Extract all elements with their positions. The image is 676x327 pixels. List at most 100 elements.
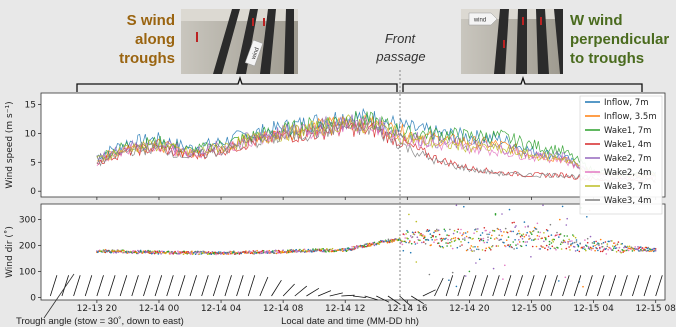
- dir-point: [653, 250, 655, 253]
- dir-point: [559, 233, 562, 235]
- dir-point: [457, 237, 460, 240]
- dir-point: [421, 241, 423, 244]
- dir-point: [471, 250, 474, 252]
- dir-point: [415, 261, 418, 263]
- dir-point: [325, 251, 327, 253]
- trough-angle-glyph: [492, 275, 500, 297]
- dir-point: [123, 249, 125, 252]
- dir-point: [448, 234, 450, 237]
- dir-point: [444, 230, 447, 232]
- dir-point: [499, 229, 502, 231]
- trough-angle-glyph: [632, 275, 640, 297]
- dir-point: [552, 241, 554, 243]
- dir-point: [543, 232, 545, 234]
- dir-point: [369, 242, 371, 245]
- trough-angle-glyph: [49, 275, 58, 297]
- brace-left: [76, 75, 398, 92]
- dir-point: [606, 245, 609, 248]
- dir-point: [586, 216, 588, 218]
- dir-point: [561, 205, 564, 208]
- dir-point: [585, 249, 587, 252]
- dir-point: [451, 247, 454, 250]
- dir-point: [557, 234, 559, 236]
- dir-point: [224, 252, 227, 254]
- dir-point: [507, 244, 510, 246]
- dir-point: [266, 252, 269, 254]
- dir-point: [360, 245, 363, 247]
- dir-point: [329, 248, 332, 251]
- xtick-label: 12-14 20: [449, 304, 490, 314]
- dir-point: [522, 233, 525, 235]
- dir-point: [617, 241, 620, 243]
- dir-point: [594, 244, 596, 247]
- dir-point: [559, 243, 562, 245]
- dir-point: [429, 233, 432, 235]
- dir-point: [649, 248, 651, 251]
- dir-point: [126, 252, 129, 254]
- dir-point: [593, 242, 595, 244]
- dir-point: [588, 248, 591, 250]
- dir-point: [501, 213, 503, 215]
- dir-point: [464, 239, 466, 241]
- dir-point: [121, 250, 123, 252]
- dir-point: [254, 250, 256, 253]
- dir-point: [591, 242, 594, 244]
- dir-point: [466, 248, 469, 251]
- dir-point: [193, 251, 196, 254]
- dir-point: [547, 235, 550, 238]
- dir-point: [341, 248, 343, 251]
- dir-point: [481, 249, 484, 251]
- dir-point: [157, 253, 160, 255]
- dir-point: [222, 253, 225, 255]
- dir-point: [420, 234, 422, 236]
- dir-point: [536, 234, 539, 237]
- xtick-label: 12-14 08: [263, 304, 304, 314]
- speed-series-line: [96, 117, 656, 180]
- dir-point: [373, 244, 376, 247]
- dir-point: [549, 223, 552, 226]
- dir-point: [307, 248, 310, 251]
- dir-point: [632, 248, 635, 250]
- dir-point: [170, 250, 173, 253]
- xaxis-label: Local date and time (MM-DD hh): [281, 316, 419, 327]
- axes: 0 5 10 15 0 100 200 300 12-13 20 12-14 00 12-14 04…: [19, 101, 676, 314]
- dir-point: [608, 240, 610, 243]
- dir-point: [182, 253, 185, 255]
- dir-point: [522, 240, 525, 243]
- dir-point: [409, 235, 412, 237]
- dir-point: [115, 251, 118, 254]
- dir-point: [214, 251, 216, 254]
- dir-point: [274, 252, 276, 254]
- dir-point: [562, 241, 565, 243]
- dir-point: [483, 227, 486, 229]
- dir-point: [400, 241, 403, 243]
- dir-point: [592, 245, 595, 247]
- dir-point: [285, 250, 287, 253]
- dir-point: [268, 249, 271, 252]
- dir-point: [150, 250, 152, 253]
- left-caption-2: along: [135, 31, 175, 48]
- dir-point: [593, 240, 595, 243]
- dir-point: [600, 246, 603, 248]
- speed-ytick-label: 0: [30, 187, 36, 197]
- dir-point: [493, 238, 496, 240]
- sign-right-label: wind: [473, 18, 486, 24]
- dir-point: [416, 242, 419, 244]
- dir-point: [482, 239, 485, 242]
- dir-point: [387, 238, 390, 241]
- dir-point: [139, 249, 142, 252]
- legend-label: Wake1, 7m: [604, 126, 651, 136]
- dir-point: [517, 243, 519, 245]
- dir-point: [523, 221, 526, 223]
- dir-point: [457, 228, 460, 231]
- dir-point: [544, 247, 546, 249]
- dir-point: [432, 235, 434, 238]
- dir-point: [423, 236, 426, 239]
- dir-point: [475, 262, 477, 264]
- dir-point: [597, 249, 599, 252]
- dir-point: [630, 248, 633, 250]
- dir-point: [466, 231, 469, 233]
- dir-point: [490, 237, 492, 239]
- trough-angle-glyph: [550, 275, 558, 297]
- dir-point: [449, 241, 451, 244]
